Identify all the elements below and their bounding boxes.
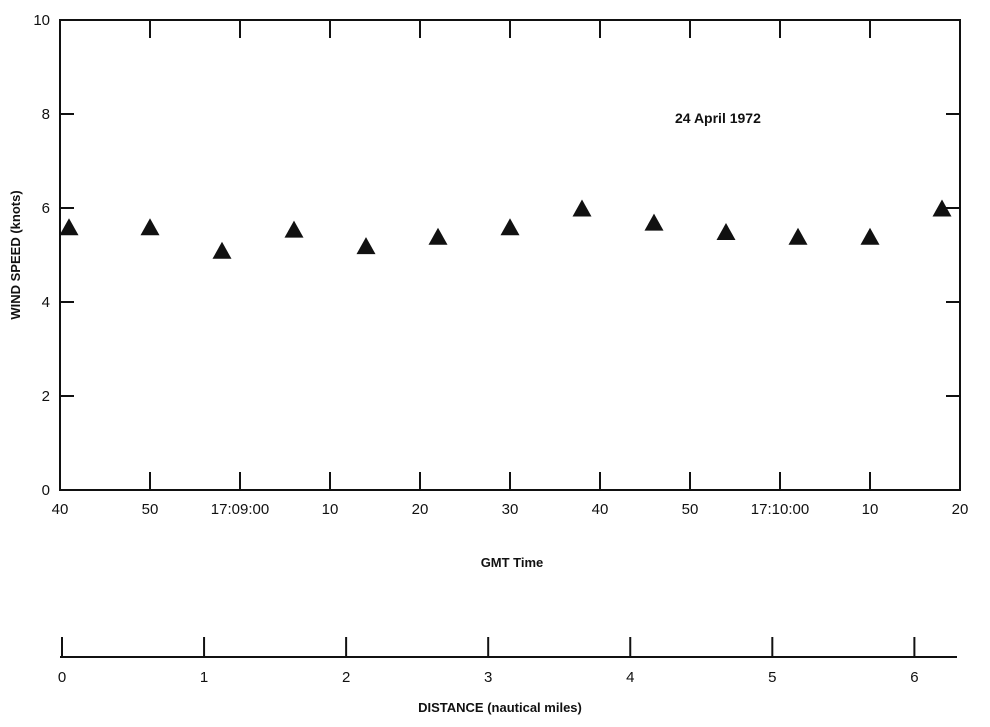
distance-tick-label: 6 [910, 669, 918, 686]
y-tick-label: 6 [42, 200, 50, 217]
y-tick-label: 10 [33, 12, 50, 29]
x-tick-label: 10 [862, 501, 879, 518]
data-point-triangle [500, 218, 520, 236]
x-tick-label: 20 [412, 501, 429, 518]
y-axis-title: WIND SPEED (knots) [8, 190, 23, 319]
distance-tick-label: 3 [484, 669, 492, 686]
data-point-triangle [428, 227, 448, 245]
data-point-triangle [644, 213, 664, 231]
distance-axis-title: DISTANCE (nautical miles) [418, 700, 582, 715]
data-point-triangle [140, 218, 160, 236]
x-tick-label: 30 [502, 501, 519, 518]
x-tick-label: 17:10:00 [751, 501, 809, 518]
x-tick-label: 20 [952, 501, 969, 518]
data-point-triangle [59, 218, 79, 236]
x-tick-label: 50 [142, 501, 159, 518]
x-tick-label: 50 [682, 501, 699, 518]
distance-axis: 0 1 2 3 4 5 6 [58, 637, 919, 686]
x-tick-label: 17:09:00 [211, 501, 269, 518]
x-tick-label: 40 [592, 501, 609, 518]
data-point-triangle [860, 227, 880, 245]
distance-tick-label: 0 [58, 669, 66, 686]
data-point-triangle [788, 227, 808, 245]
data-point-triangle [284, 220, 304, 238]
distance-tick-label: 5 [768, 669, 776, 686]
data-series [59, 199, 952, 259]
distance-tick-label: 4 [626, 669, 634, 686]
distance-tick-label: 1 [200, 669, 208, 686]
data-point-triangle [212, 241, 232, 259]
y-axis: 0 2 4 6 8 10 [33, 12, 960, 499]
y-tick-label: 0 [42, 482, 50, 499]
data-point-triangle [932, 199, 952, 217]
y-tick-label: 8 [42, 106, 50, 123]
data-point-triangle [572, 199, 592, 217]
date-annotation: 24 April 1972 [675, 110, 761, 126]
data-point-triangle [716, 223, 736, 240]
data-point-triangle [356, 237, 376, 255]
x-axis-title: GMT Time [481, 555, 544, 570]
y-tick-label: 2 [42, 388, 50, 405]
x-tick-label: 40 [52, 501, 69, 518]
plot-frame [59, 19, 961, 491]
y-tick-label: 4 [42, 294, 50, 311]
distance-tick-label: 2 [342, 669, 350, 686]
x-axis: 40 50 17:09:00 10 20 30 40 50 17:10:00 10 20 [52, 20, 969, 518]
x-tick-label: 10 [322, 501, 339, 518]
